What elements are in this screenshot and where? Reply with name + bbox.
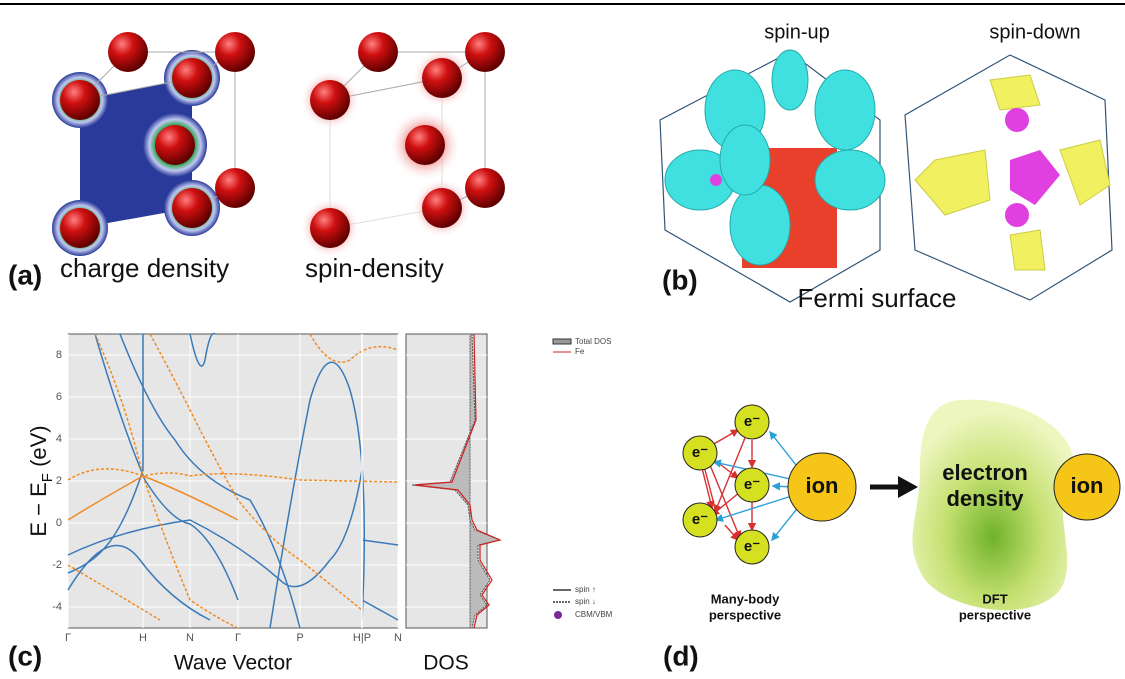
fermi-surface-up bbox=[659, 49, 886, 303]
y-tick-label: 6 bbox=[56, 391, 62, 403]
electron-label: e⁻ bbox=[692, 511, 708, 528]
x-axis-label: DOS bbox=[423, 652, 469, 675]
legend-entry: spin ↑ bbox=[575, 585, 596, 594]
legend: Total DOS Fe spin ↑ spin ↓ CBM/VBM bbox=[552, 337, 613, 619]
x-axis-label: Wave Vector bbox=[174, 652, 292, 675]
x-tick-label: P bbox=[296, 632, 303, 644]
fermi-surface-down bbox=[904, 54, 1113, 301]
y-tick-label: 4 bbox=[56, 433, 62, 445]
panel-label: (c) bbox=[8, 640, 42, 671]
y-label-unit: (eV) bbox=[26, 425, 51, 473]
electron bbox=[682, 502, 718, 538]
ion-circle bbox=[1053, 453, 1121, 521]
x-tick-label: H bbox=[139, 632, 147, 644]
caption: Many-body bbox=[711, 591, 780, 606]
legend-entry: CBM/VBM bbox=[575, 610, 613, 619]
panel-label: (b) bbox=[662, 264, 698, 295]
legend-entry: spin ↓ bbox=[575, 597, 596, 606]
y-tick-label: -2 bbox=[52, 559, 62, 571]
y-tick-label: 0 bbox=[56, 517, 62, 529]
electron-group: e⁻ e⁻ e⁻ e⁻ e⁻ bbox=[682, 404, 770, 565]
ion-circle bbox=[787, 452, 857, 522]
y-tick-label: -4 bbox=[52, 601, 62, 613]
density-cloud bbox=[912, 399, 1074, 611]
electron bbox=[682, 435, 718, 471]
spin-density-image bbox=[300, 32, 505, 258]
x-tick-label: N bbox=[394, 632, 402, 644]
dos-curve bbox=[411, 333, 502, 629]
ion-label: ion bbox=[1071, 473, 1104, 498]
y-label-main: E − E bbox=[26, 482, 51, 536]
electron bbox=[734, 404, 770, 440]
ion-label: ion bbox=[806, 473, 839, 498]
electron bbox=[734, 529, 770, 565]
legend-entry: Fe bbox=[575, 347, 585, 356]
electron-label: e⁻ bbox=[744, 476, 760, 493]
x-tick-label: Γ bbox=[65, 632, 71, 644]
caption: charge density bbox=[60, 253, 229, 283]
density-label: electron bbox=[942, 460, 1028, 485]
density-label: density bbox=[946, 486, 1024, 511]
y-tick-label: 8 bbox=[56, 349, 62, 361]
electron-label: e⁻ bbox=[744, 538, 760, 555]
x-tick-label: H|P bbox=[353, 632, 371, 644]
charge-density-image bbox=[52, 32, 255, 256]
electron-label: e⁻ bbox=[744, 413, 760, 430]
caption: spin-density bbox=[305, 253, 444, 283]
y-tick-label: 2 bbox=[56, 475, 62, 487]
caption: DFT bbox=[982, 591, 1007, 606]
electron-label: e⁻ bbox=[692, 444, 708, 461]
subtitle: spin-up bbox=[764, 21, 830, 43]
y-axis-label: E − EF (eV) bbox=[26, 425, 57, 536]
y-label-sub: F bbox=[39, 473, 56, 482]
arrow-head bbox=[898, 476, 918, 498]
x-tick-label: N bbox=[186, 632, 194, 644]
panel-label: (a) bbox=[8, 259, 42, 290]
x-tick-label: Γ bbox=[235, 632, 241, 644]
caption: Fermi surface bbox=[798, 283, 957, 313]
caption: perspective bbox=[709, 607, 781, 622]
legend-entry: Total DOS bbox=[575, 337, 611, 346]
subtitle: spin-down bbox=[989, 21, 1080, 43]
bands bbox=[67, 332, 399, 629]
panel-label: (d) bbox=[663, 640, 699, 671]
caption: perspective bbox=[959, 607, 1031, 622]
electron bbox=[734, 467, 770, 503]
